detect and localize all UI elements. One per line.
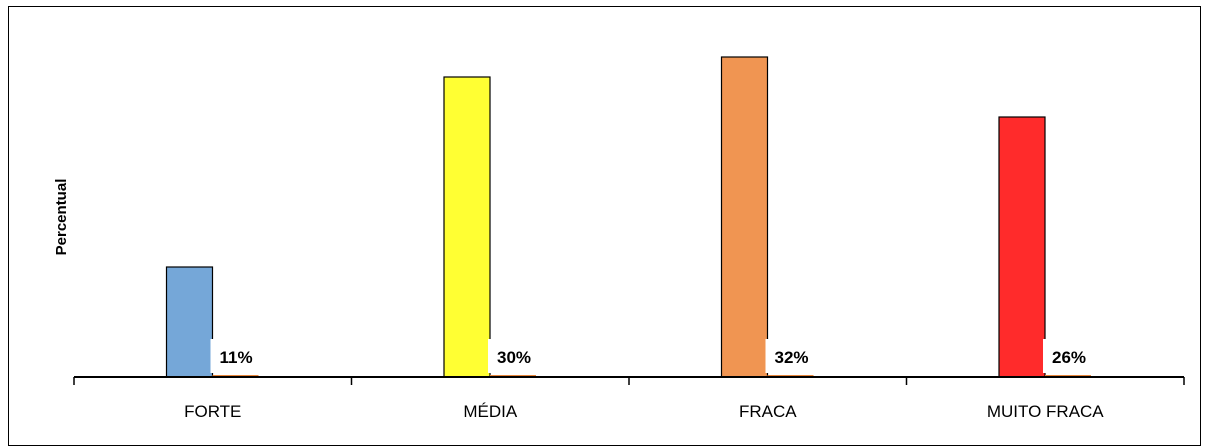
bars-layer bbox=[165, 56, 1091, 378]
bar-muito-fraca bbox=[998, 116, 1046, 378]
y-axis-title: Percentual bbox=[53, 179, 70, 256]
x-tick-label: MUITO FRACA bbox=[987, 402, 1104, 421]
bar-chart: 11% 30% 32% 26% FORTE MÉDIA FRACA MUITO FRACA … bbox=[53, 56, 1185, 421]
data-label-box bbox=[765, 339, 818, 373]
bar-fraca bbox=[720, 56, 769, 378]
data-label: 11% bbox=[220, 348, 253, 367]
bar-forte bbox=[165, 266, 214, 378]
x-tick-label: FRACA bbox=[739, 402, 797, 421]
data-label: 26% bbox=[1052, 348, 1086, 367]
data-label: 30% bbox=[497, 348, 531, 367]
data-label-box bbox=[1043, 339, 1095, 373]
data-label-box bbox=[210, 339, 263, 373]
labels-layer: 11% 30% 32% 26% bbox=[210, 339, 1095, 373]
chart-frame: 11% 30% 32% 26% FORTE MÉDIA FRACA MUITO FRACA … bbox=[8, 6, 1201, 446]
x-tick-label: FORTE bbox=[184, 402, 241, 421]
bar-média bbox=[443, 76, 491, 378]
data-label-box bbox=[488, 339, 540, 373]
ticks-layer: FORTE MÉDIA FRACA MUITO FRACA bbox=[73, 377, 1185, 421]
x-tick-label: MÉDIA bbox=[463, 402, 518, 421]
data-label: 32% bbox=[775, 348, 809, 367]
